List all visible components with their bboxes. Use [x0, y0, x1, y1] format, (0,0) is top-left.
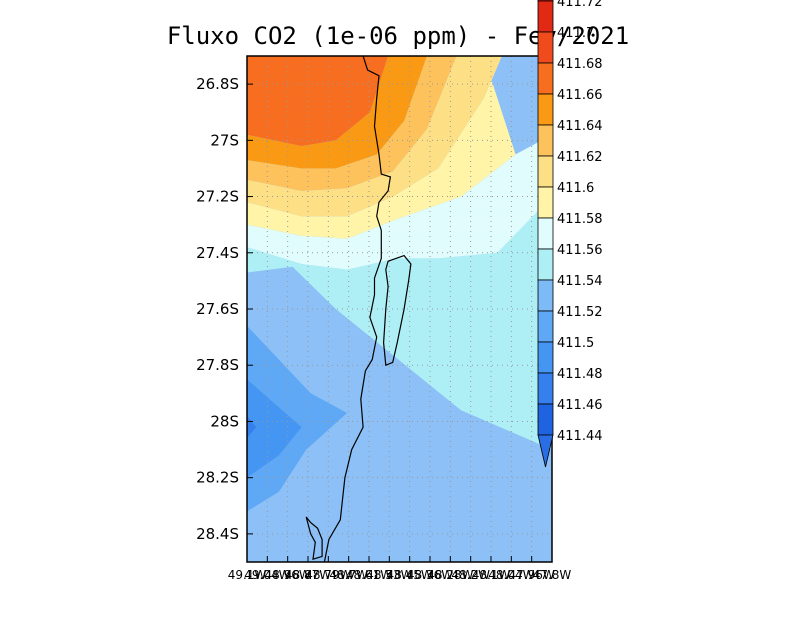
- x-axis-ticks: 49.1W49.04W48.96W48.87W48.79W48.7W48.61W…: [228, 556, 572, 582]
- colorbar-label: 411.6: [557, 181, 594, 196]
- colorbar-box: [537, 124, 554, 157]
- colorbar-box: [537, 93, 554, 126]
- colorbar-label: 411.72: [557, 0, 603, 10]
- x-tick-label: 48.53W: [366, 568, 412, 582]
- contour-regions: [247, 56, 552, 512]
- colorbar-label: 411.46: [557, 398, 603, 413]
- contour-region-411.48: [247, 379, 302, 478]
- y-tick-label: 28.4S: [196, 525, 239, 543]
- colorbar-box: [537, 372, 554, 405]
- x-tick-label: 47.96W: [509, 568, 555, 582]
- colorbar: 411.72 411.7 411.68 411.66 411.64 411.62 411.6…: [537, 0, 603, 468]
- colorbar-box: [537, 62, 554, 95]
- x-tick-label: 49.04W: [244, 568, 290, 582]
- colorbar-box: [537, 186, 554, 219]
- colorbar-label: 411.48: [557, 367, 603, 382]
- y-axis-ticks: 26.8S 27S 27.2S 27.4S 27.6S 27.8S 28S 28.2S 28.4…: [196, 75, 253, 543]
- x-tick-label: 48.36W: [407, 568, 453, 582]
- x-tick-label: 48.04W: [488, 568, 534, 582]
- colorbar-label: 411.64: [557, 119, 603, 134]
- contour-region-411.58: [247, 56, 516, 239]
- colorbar-box: [537, 403, 554, 436]
- y-tick-label: 27.6S: [196, 300, 239, 318]
- coastline-line: [323, 56, 392, 562]
- colorbar-box: [537, 341, 554, 374]
- colorbar-label: 411.44: [557, 429, 603, 444]
- x-tick-label: 48.7W: [329, 568, 368, 582]
- x-tick-label: 48.28W: [427, 568, 473, 582]
- colorbar-box: [537, 31, 554, 64]
- contour-region-411.6: [247, 56, 502, 217]
- colorbar-extend-triangle: [537, 434, 554, 468]
- grid-lines: [247, 56, 552, 562]
- lagoon-outline: [305, 516, 323, 561]
- contour-region-411.5: [247, 325, 348, 512]
- colorbar-label: 411.58: [557, 212, 603, 227]
- y-tick-label: 27.8S: [196, 356, 239, 374]
- x-tick-label: 48.61W: [346, 568, 392, 582]
- colorbar-box: [537, 155, 554, 188]
- y-tick-label: 28S: [210, 412, 239, 430]
- contour-region-411.62: [247, 56, 457, 191]
- colorbar-box: [537, 217, 554, 250]
- contour-region-411.64: [247, 56, 427, 169]
- x-tick-label: 48.87W: [285, 568, 331, 582]
- colorbar-box: [537, 0, 554, 33]
- colorbar-box: [537, 248, 554, 281]
- colorbar-label: 411.56: [557, 243, 603, 258]
- colorbar-label: 411.7: [557, 26, 594, 41]
- colorbar-label: 411.54: [557, 274, 603, 289]
- colorbar-label: 411.52: [557, 305, 603, 320]
- contour-region-411.54: [247, 196, 552, 450]
- colorbar-box: [537, 310, 554, 343]
- colorbar-box: [537, 279, 554, 312]
- x-tick-label: 48.2W: [451, 568, 490, 582]
- x-tick-label: 48.45W: [387, 568, 433, 582]
- x-tick-label: 47.8W: [533, 568, 572, 582]
- colorbar-label: 411.68: [557, 57, 603, 72]
- contour-region-411.56: [247, 134, 552, 270]
- y-tick-label: 27S: [210, 131, 239, 149]
- x-tick-label: 48.79W: [305, 568, 351, 582]
- y-tick-label: 28.2S: [196, 469, 239, 487]
- colorbar-label: 411.62: [557, 150, 603, 165]
- x-tick-label: 48.1W: [472, 568, 511, 582]
- colorbar-label: 411.66: [557, 88, 603, 103]
- x-tick-label: 49.1W: [228, 568, 267, 582]
- island-outline: [382, 254, 412, 367]
- x-tick-label: 48.96W: [265, 568, 311, 582]
- contour-region-411.66: [247, 56, 389, 146]
- y-tick-label: 27.4S: [196, 244, 239, 262]
- coastline: [305, 56, 412, 562]
- colorbar-label: 411.5: [557, 336, 594, 351]
- y-tick-label: 27.2S: [196, 188, 239, 206]
- y-tick-label: 26.8S: [196, 75, 239, 93]
